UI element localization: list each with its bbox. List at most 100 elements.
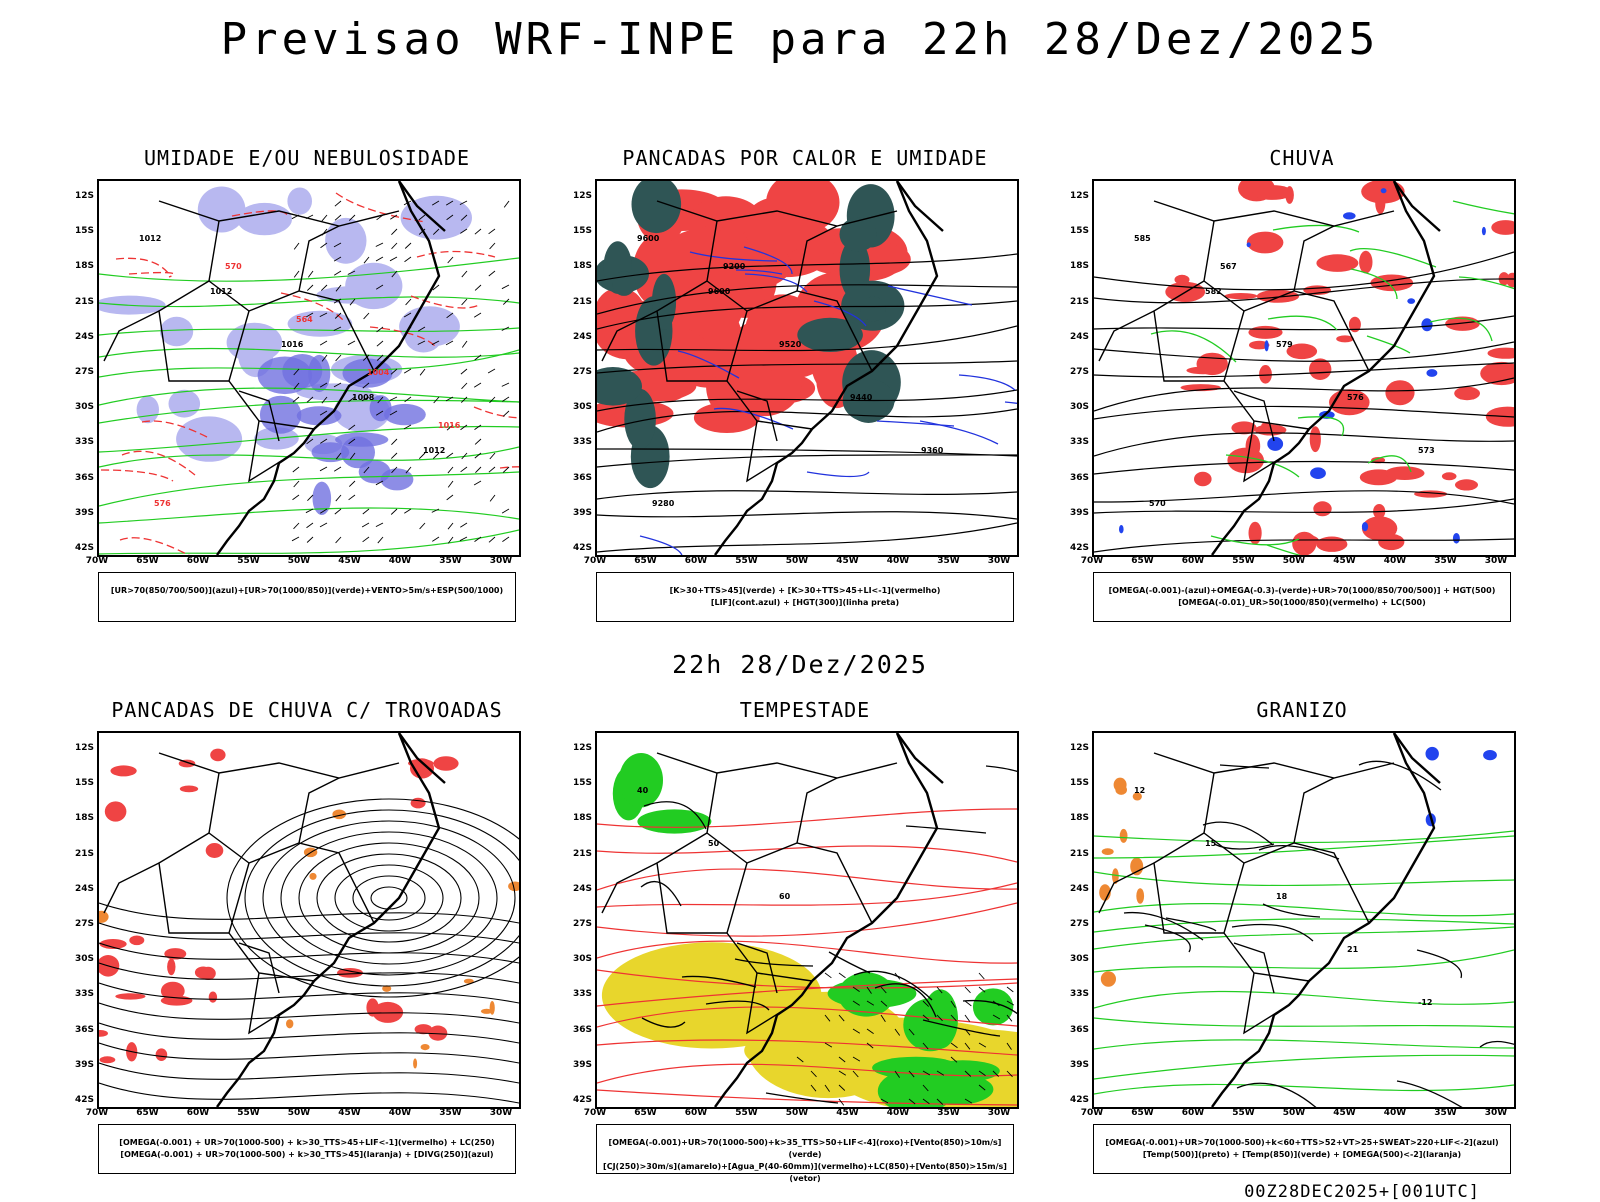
lat-label: 21S: [74, 296, 94, 307]
shaded-area: [155, 1048, 168, 1061]
shaded-area: [1483, 750, 1497, 761]
contour: [734, 958, 814, 967]
lat-label: 42S: [572, 543, 592, 553]
wind-arrow: [349, 452, 356, 460]
lon-label: 50W: [287, 556, 311, 566]
lat-label: 36S: [572, 1024, 592, 1035]
lon-label: 45W: [1333, 556, 1356, 566]
isoline: [1094, 362, 1514, 378]
wind-arrow: [417, 340, 426, 345]
lat-label: 36S: [572, 472, 592, 483]
coastline: [216, 733, 441, 1107]
contour: [922, 1019, 1001, 1037]
lat-label: 21S: [572, 296, 592, 307]
wind-arrow: [403, 312, 412, 318]
state-border: [706, 772, 873, 924]
lon-label: 40W: [886, 556, 910, 566]
wind-arrow: [362, 354, 370, 361]
lon-label: 35W: [937, 1108, 960, 1118]
wind-arrow: [950, 1056, 958, 1063]
legend-chuva: [OMEGA(-0.001)-(azul)+OMEGA(-0.3)-(verde…: [1093, 572, 1511, 622]
wind-arrow: [377, 536, 384, 544]
state-border: [746, 972, 793, 1035]
state-border: [238, 390, 280, 442]
lon-label: 60W: [1181, 556, 1205, 566]
wind-arrow: [390, 368, 398, 375]
contour-label: 582: [1205, 287, 1222, 296]
wind-arrow: [348, 214, 356, 221]
shaded-area: [287, 187, 312, 215]
lon-label: 35W: [1434, 556, 1457, 566]
wind-arrow: [320, 284, 328, 291]
lon-label: 45W: [1333, 1108, 1356, 1118]
map-canvas-umidade: 1012 1012 1016 1008 1012 576 570 564 1004 1016: [99, 181, 519, 555]
main-title: Previsao WRF-INPE para 22h 28/Dez/2025: [220, 14, 1380, 65]
wind-arrow: [489, 242, 496, 250]
shaded-area: [110, 765, 137, 777]
shaded-area: [1130, 857, 1144, 876]
contour-label: 40: [637, 786, 649, 795]
shaded-area: [335, 432, 389, 447]
streamline: [244, 809, 519, 987]
wind-arrow: [361, 522, 370, 528]
contour: [641, 1017, 686, 1028]
shaded-area: [208, 991, 218, 1003]
shaded-area: [925, 1060, 1000, 1082]
wind-arrow: [460, 214, 468, 221]
lon-label: 30W: [489, 1108, 513, 1118]
shaded-area: [1384, 466, 1425, 481]
lat-label: 33S: [572, 989, 592, 1000]
streamline: [99, 942, 519, 964]
wind-arrow: [307, 494, 314, 502]
state-border: [1203, 220, 1370, 372]
forecast-time-title: 22h 28/Dez/2025: [672, 650, 928, 679]
shaded-area: [489, 1001, 495, 1015]
shaded-area: [1480, 361, 1514, 386]
lon-label: 55W: [735, 1108, 758, 1118]
isoline: [1094, 835, 1514, 859]
shaded-area: [797, 317, 863, 352]
wind-arrow: [334, 200, 342, 207]
lat-label: 12S: [572, 743, 592, 753]
shaded-area: [631, 181, 682, 234]
wind-arrow: [894, 972, 901, 980]
shaded-area: [1100, 971, 1116, 987]
state-border: [103, 862, 160, 914]
wind-arrow: [348, 494, 356, 501]
wind-arrow: [390, 508, 398, 515]
lon-label: 65W: [136, 1108, 159, 1118]
lon-label: 65W: [634, 1108, 657, 1118]
wind-arrow: [405, 298, 412, 306]
wind-arrow: [488, 536, 496, 543]
wind-arrow: [488, 466, 496, 473]
map-granizo: 12 15 18 21 -12: [1092, 731, 1516, 1109]
shaded-area: [226, 322, 283, 363]
shaded-area: [99, 1030, 108, 1037]
wind-arrow: [404, 242, 412, 249]
lon-label: 40W: [886, 1108, 910, 1118]
state-border: [726, 862, 813, 982]
wind-arrow: [461, 340, 468, 348]
shaded-area: [1343, 212, 1356, 220]
wind-arrow: [292, 396, 300, 403]
wind-arrow: [362, 382, 370, 389]
coastline: [896, 181, 944, 232]
contour-labels: 585 582 579 576 573 570 567: [1134, 234, 1435, 508]
lon-label: 30W: [1484, 1108, 1508, 1118]
coastline: [1393, 733, 1441, 784]
contour-label: 573: [1418, 446, 1435, 455]
wind-arrow: [305, 508, 314, 514]
contour: [1213, 843, 1275, 850]
contour: [677, 350, 740, 379]
lon-label: 60W: [684, 556, 708, 566]
lat-label: 39S: [1069, 507, 1089, 518]
fill-layer-primary: [99, 748, 459, 1064]
shaded-area: [1361, 522, 1369, 532]
contour-label: 9520: [779, 340, 802, 349]
lat-label: 12S: [1069, 191, 1089, 201]
wind-arrow: [501, 326, 510, 331]
contour: [1202, 821, 1274, 846]
wind-arrow: [334, 312, 342, 319]
wind-arrow: [375, 480, 384, 486]
state-border: [103, 310, 160, 362]
